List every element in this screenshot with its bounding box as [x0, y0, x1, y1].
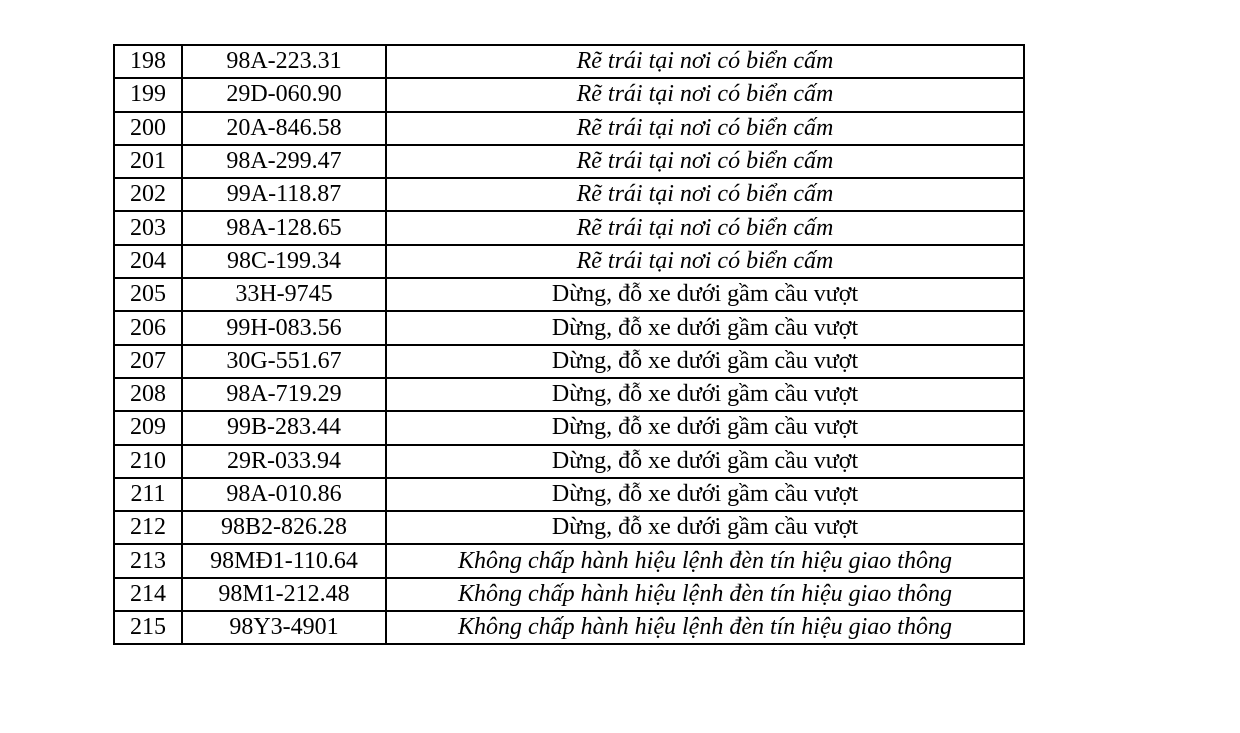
license-plate: 30G-551.67 — [181, 343, 387, 379]
row-number: 199 — [113, 77, 183, 113]
violation-description: Không chấp hành hiệu lệnh đèn tín hiệu g… — [385, 576, 1025, 613]
license-plate: 99A-118.87 — [181, 177, 387, 213]
row-number: 207 — [113, 343, 183, 379]
row-number: 204 — [113, 243, 183, 280]
license-plate: 99B-283.44 — [181, 410, 387, 446]
table-row: 205 33H-9745 Dừng, đỗ xe dưới gầm cầu vượt — [113, 277, 1025, 313]
table-row: 210 29R-033.94 Dừng, đỗ xe dưới gầm cầu vư… — [113, 443, 1025, 479]
violations-table: 198 98A-223.31 Rẽ trái tại nơi có biển cấm… — [113, 43, 1025, 646]
row-number: 202 — [113, 177, 183, 213]
violation-description: Không chấp hành hiệu lệnh đèn tín hiệu g… — [385, 610, 1025, 646]
violation-description: Dừng, đỗ xe dưới gầm cầu vượt — [385, 476, 1025, 513]
violation-description: Rẽ trái tại nơi có biển cấm — [385, 177, 1025, 213]
license-plate: 29D-060.90 — [181, 77, 387, 113]
row-number: 212 — [113, 510, 183, 546]
violation-description: Rẽ trái tại nơi có biển cấm — [385, 110, 1025, 146]
violation-description: Dừng, đỗ xe dưới gầm cầu vượt — [385, 277, 1025, 313]
violation-description: Rẽ trái tại nơi có biển cấm — [385, 143, 1025, 180]
row-number: 210 — [113, 443, 183, 479]
table-row: 214 98M1-212.48 Không chấp hành hiệu lệnh … — [113, 576, 1025, 613]
license-plate: 99H-083.56 — [181, 310, 387, 346]
table-row: 202 99A-118.87 Rẽ trái tại nơi có biển cấm — [113, 177, 1025, 213]
row-number: 206 — [113, 310, 183, 346]
license-plate: 33H-9745 — [181, 277, 387, 313]
table-row: 212 98B2-826.28 Dừng, đỗ xe dưới gầm cầu v… — [113, 510, 1025, 546]
violation-description: Rẽ trái tại nơi có biển cấm — [385, 210, 1025, 246]
violation-description: Dừng, đỗ xe dưới gầm cầu vượt — [385, 410, 1025, 446]
table-row: 213 98MĐ1-110.64 Không chấp hành hiệu lệnh… — [113, 543, 1025, 579]
row-number: 198 — [113, 43, 183, 80]
license-plate: 98A-223.31 — [181, 43, 387, 80]
row-number: 200 — [113, 110, 183, 146]
table-row: 204 98C-199.34 Rẽ trái tại nơi có biển cấm — [113, 243, 1025, 280]
violation-description: Dừng, đỗ xe dưới gầm cầu vượt — [385, 376, 1025, 413]
table-row: 198 98A-223.31 Rẽ trái tại nơi có biển cấm — [113, 43, 1025, 80]
row-number: 211 — [113, 476, 183, 513]
license-plate: 98MĐ1-110.64 — [181, 543, 387, 579]
row-number: 201 — [113, 143, 183, 180]
license-plate: 98A-128.65 — [181, 210, 387, 246]
table-row: 208 98A-719.29 Dừng, đỗ xe dưới gầm cầu vư… — [113, 376, 1025, 413]
violation-description: Dừng, đỗ xe dưới gầm cầu vượt — [385, 343, 1025, 379]
table-row: 207 30G-551.67 Dừng, đỗ xe dưới gầm cầu vư… — [113, 343, 1025, 379]
table-body: 198 98A-223.31 Rẽ trái tại nơi có biển cấm… — [113, 43, 1025, 646]
table-row: 206 99H-083.56 Dừng, đỗ xe dưới gầm cầu vư… — [113, 310, 1025, 346]
row-number: 213 — [113, 543, 183, 579]
license-plate: 98Y3-4901 — [181, 610, 387, 646]
table-row: 203 98A-128.65 Rẽ trái tại nơi có biển cấm — [113, 210, 1025, 246]
violation-description: Rẽ trái tại nơi có biển cấm — [385, 77, 1025, 113]
license-plate: 98M1-212.48 — [181, 576, 387, 613]
row-number: 209 — [113, 410, 183, 446]
row-number: 205 — [113, 277, 183, 313]
table-row: 209 99B-283.44 Dừng, đỗ xe dưới gầm cầu vư… — [113, 410, 1025, 446]
violation-description: Dừng, đỗ xe dưới gầm cầu vượt — [385, 443, 1025, 479]
violation-description: Không chấp hành hiệu lệnh đèn tín hiệu g… — [385, 543, 1025, 579]
violation-description: Rẽ trái tại nơi có biển cấm — [385, 243, 1025, 280]
license-plate: 98A-299.47 — [181, 143, 387, 180]
license-plate: 29R-033.94 — [181, 443, 387, 479]
table-row: 211 98A-010.86 Dừng, đỗ xe dưới gầm cầu vư… — [113, 476, 1025, 513]
table-row: 200 20A-846.58 Rẽ trái tại nơi có biển cấm — [113, 110, 1025, 146]
table-row: 199 29D-060.90 Rẽ trái tại nơi có biển cấm — [113, 77, 1025, 113]
violation-description: Dừng, đỗ xe dưới gầm cầu vượt — [385, 310, 1025, 346]
license-plate: 98A-010.86 — [181, 476, 387, 513]
row-number: 203 — [113, 210, 183, 246]
table-row: 201 98A-299.47 Rẽ trái tại nơi có biển cấm — [113, 143, 1025, 180]
row-number: 214 — [113, 576, 183, 613]
row-number: 208 — [113, 376, 183, 413]
license-plate: 20A-846.58 — [181, 110, 387, 146]
violation-description: Rẽ trái tại nơi có biển cấm — [385, 43, 1025, 80]
license-plate: 98C-199.34 — [181, 243, 387, 280]
license-plate: 98A-719.29 — [181, 376, 387, 413]
table-row: 215 98Y3-4901 Không chấp hành hiệu lệnh đè… — [113, 610, 1025, 646]
violation-description: Dừng, đỗ xe dưới gầm cầu vượt — [385, 510, 1025, 546]
row-number: 215 — [113, 610, 183, 646]
license-plate: 98B2-826.28 — [181, 510, 387, 546]
